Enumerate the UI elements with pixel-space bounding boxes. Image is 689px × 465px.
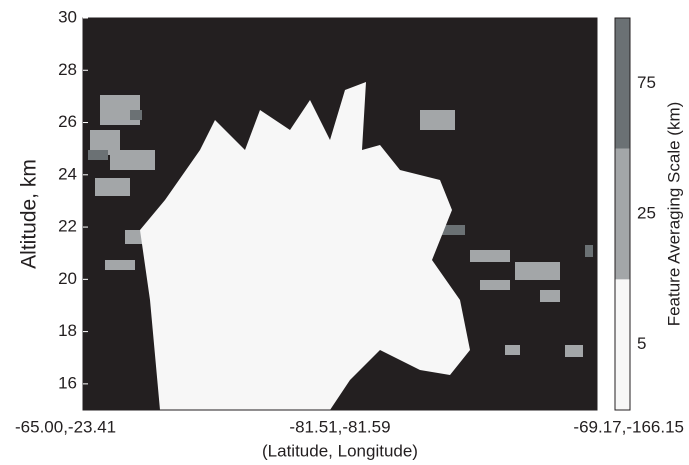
colorbar-label: 75 [637,73,656,92]
cloud-image [88,82,593,410]
x-tick-label: -69.17,-166.15 [573,417,684,436]
plot-frame [82,17,598,411]
x-tick-label: -81.51,-81.59 [289,417,390,436]
colorbar-title: Feature Averaging Scale (km) [664,102,683,327]
y-tick-label: 18 [58,321,77,340]
colorbar-frame [614,17,631,411]
y-tick-label: 16 [58,373,77,392]
colorbar-label: 25 [637,203,656,222]
colorbar-band [615,279,630,410]
colorbar-label: 5 [637,334,646,353]
y-tick-label: 20 [58,269,77,288]
y-tick-label: 28 [58,60,77,79]
y-tick-label: 30 [58,7,77,26]
y-axis-title: Altitude, km [18,159,41,269]
colorbar-band [615,18,630,149]
x-axis-title: (Latitude, Longitude) [262,441,418,460]
colorbar-band [615,148,630,280]
y-tick-label: 24 [58,164,77,183]
x-tick-label: -65.00,-23.41 [15,417,116,436]
y-tick-label: 22 [58,217,77,236]
y-tick-label: 26 [58,112,77,131]
